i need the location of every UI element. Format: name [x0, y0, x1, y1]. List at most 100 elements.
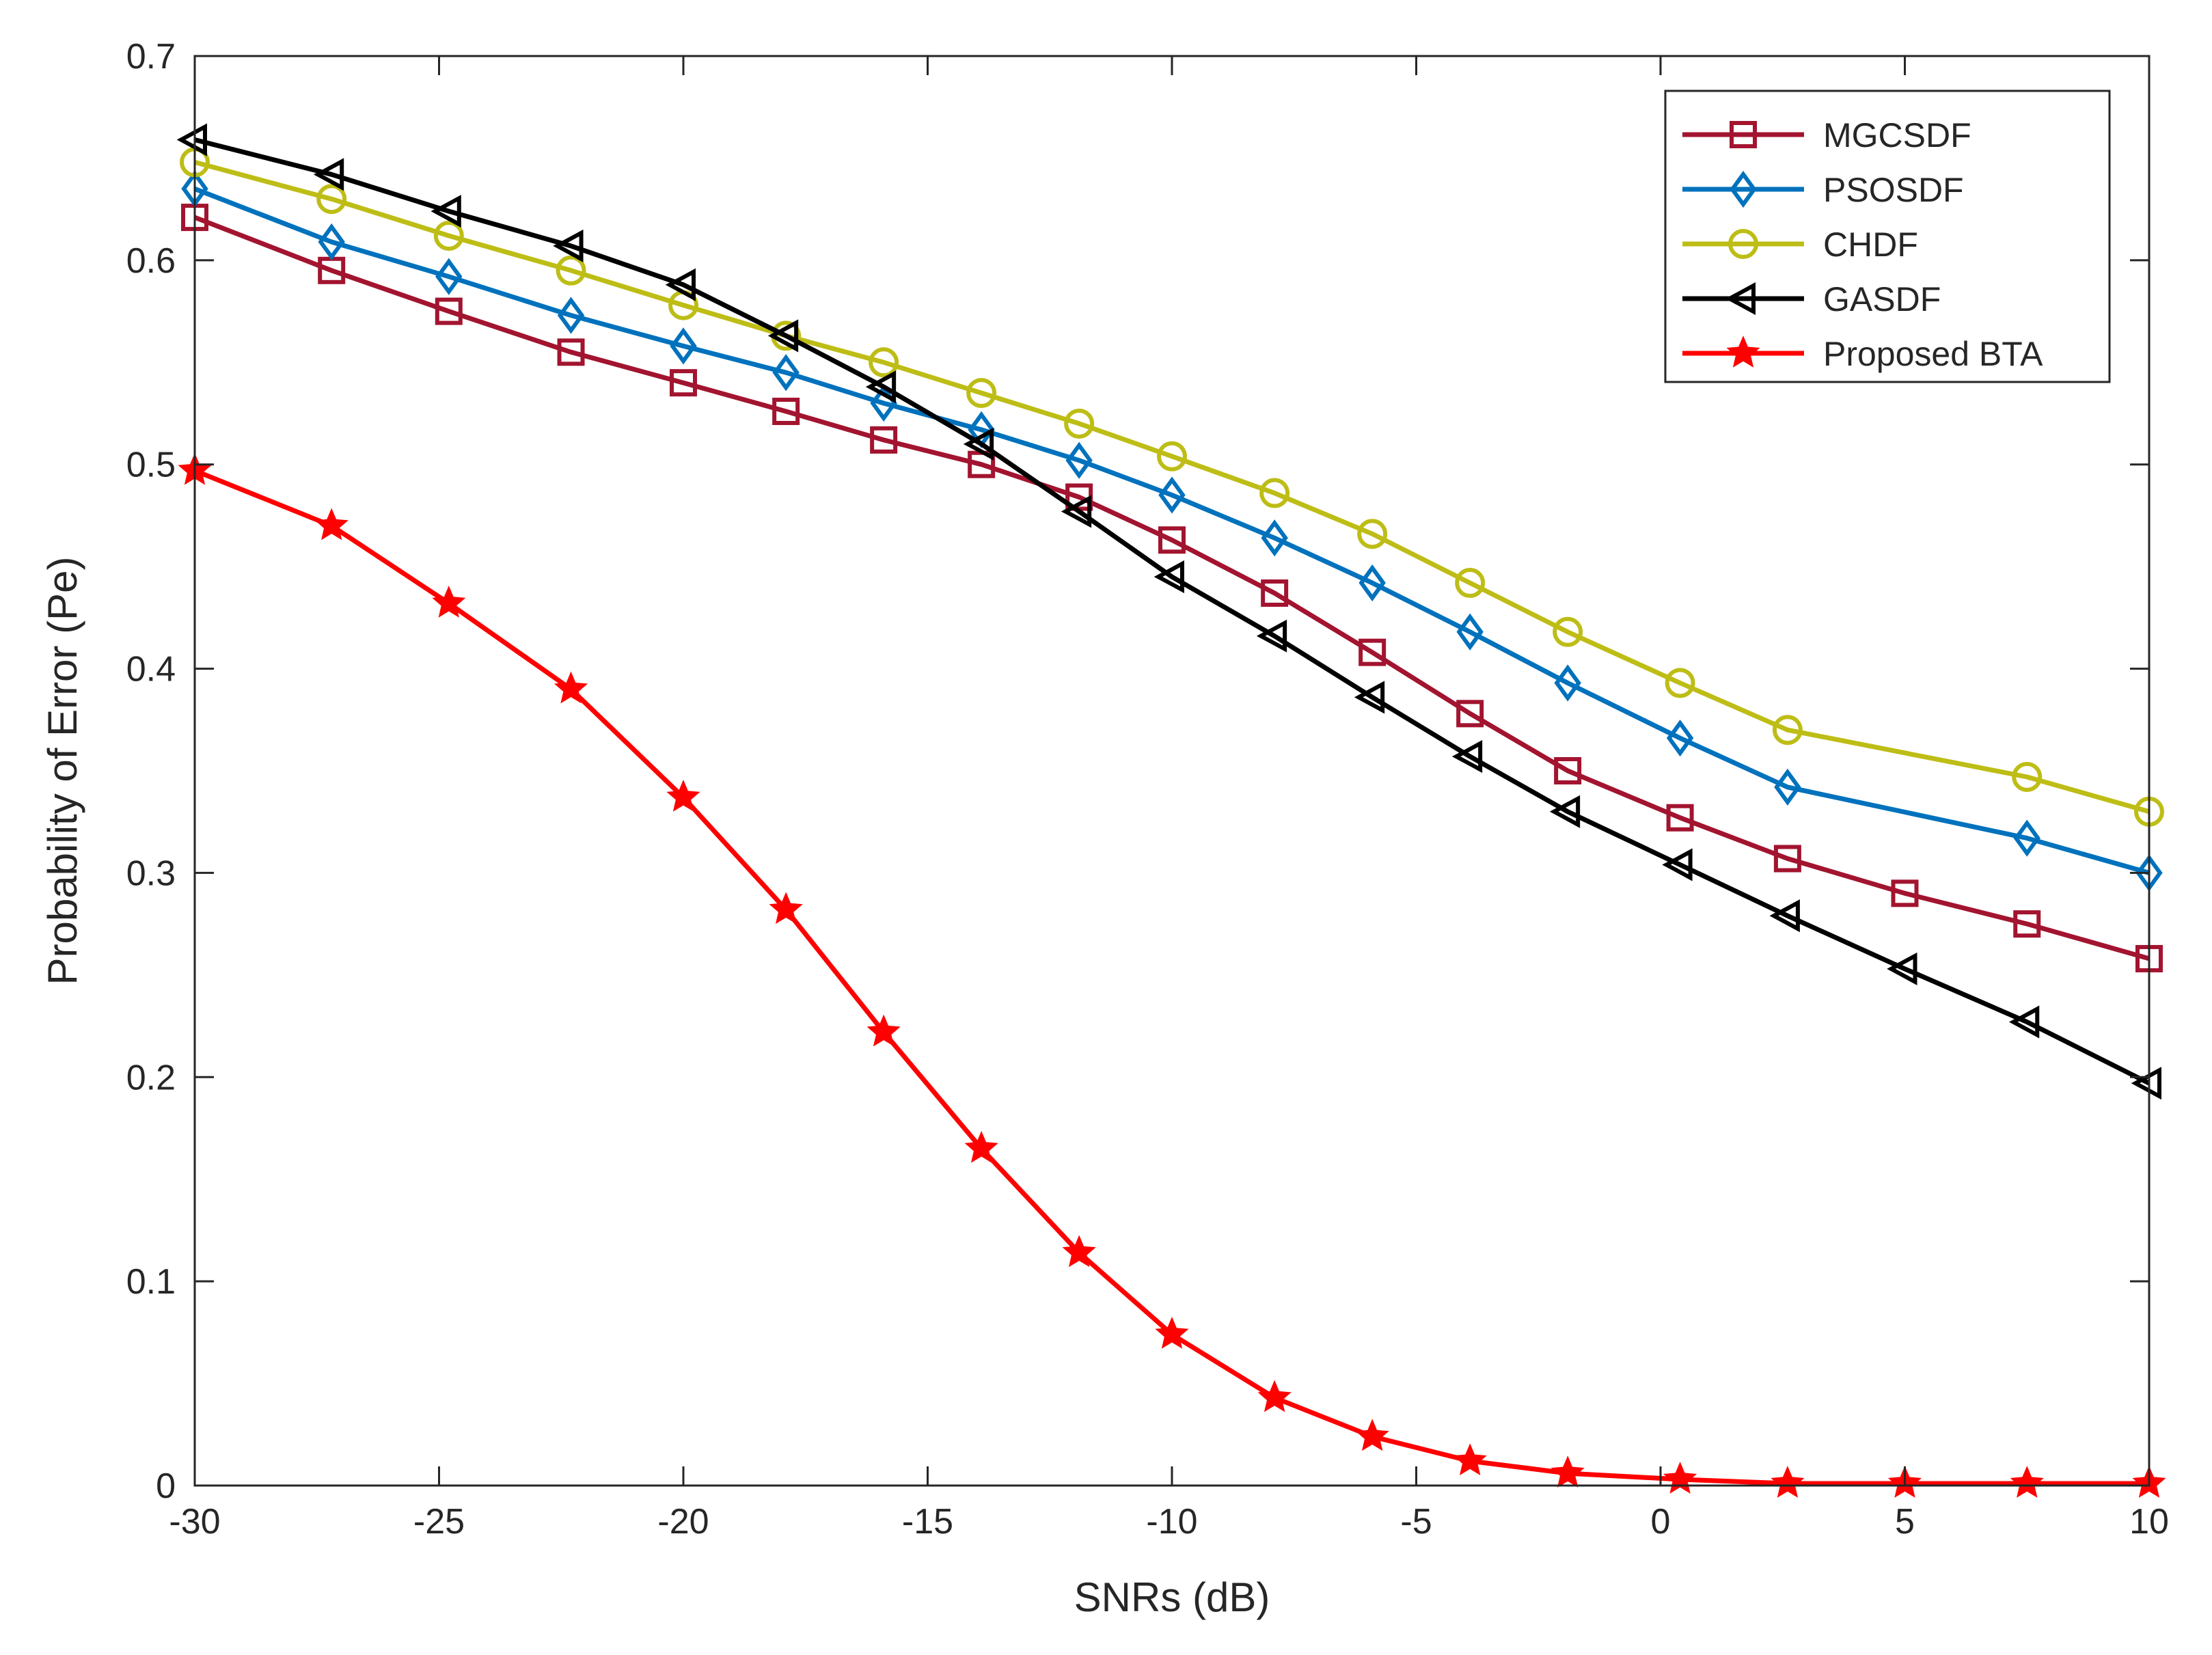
data-point-proposed-bta: [432, 586, 466, 618]
data-point-mgcsdf: [557, 338, 585, 366]
x-tick-label: 5: [1895, 1502, 1915, 1542]
data-point-gasdf: [865, 370, 897, 404]
series-mgcsdf: [181, 204, 2163, 972]
legend-marker-gasdf: [1725, 282, 1756, 316]
x-tick-label: 10: [2129, 1502, 2169, 1542]
data-point-gasdf: [767, 319, 799, 353]
legend-label-mgcsdf: MGCSDF: [1823, 116, 1971, 154]
data-point-mgcsdf: [2013, 910, 2041, 938]
data-point-psosdf: [1774, 768, 1801, 806]
legend-marker-psosdf: [1730, 170, 1757, 208]
data-point-gasdf: [1662, 848, 1693, 881]
data-point-gasdf: [1061, 495, 1092, 528]
legend-marker-mgcsdf: [1730, 121, 1757, 148]
x-tick-label: 0: [1651, 1502, 1671, 1542]
data-point-chdf: [966, 378, 997, 409]
series-proposed-bta: [178, 452, 2166, 1498]
data-point-proposed-bta: [866, 1014, 901, 1047]
data-point-psosdf: [435, 258, 463, 295]
x-tick-label: -25: [413, 1502, 465, 1542]
data-point-gasdf: [2008, 1005, 2040, 1039]
data-point-chdf: [1157, 441, 1187, 471]
data-point-psosdf: [557, 297, 585, 334]
legend-box: [1664, 90, 2111, 383]
series-gasdf: [176, 123, 2161, 1100]
legend-entry-gasdf: GASDF: [1682, 280, 1941, 318]
data-point-mgcsdf: [1554, 757, 1582, 784]
data-point-proposed-bta: [1771, 1466, 1805, 1498]
y-tick-label: 0.4: [126, 650, 176, 689]
data-point-chdf: [869, 347, 899, 378]
legend-entry-chdf: CHDF: [1682, 225, 1918, 264]
data-point-mgcsdf: [1891, 879, 1919, 907]
data-point-psosdf: [318, 223, 345, 261]
data-point-proposed-bta: [1062, 1235, 1096, 1268]
data-point-chdf: [1553, 616, 1583, 647]
data-point-chdf: [1665, 668, 1695, 698]
data-point-mgcsdf: [1261, 579, 1289, 607]
data-point-psosdf: [1158, 476, 1186, 514]
legend: MGCSDF PSOSDF CHDF GASDF Proposed BTA: [1664, 90, 2111, 383]
data-point-proposed-bta: [1551, 1455, 1585, 1488]
data-point-proposed-bta: [1155, 1316, 1189, 1349]
data-point-gasdf: [665, 268, 696, 301]
data-point-psosdf: [1456, 613, 1484, 651]
data-point-mgcsdf: [870, 426, 898, 454]
data-point-chdf: [1064, 408, 1095, 439]
legend-items: MGCSDF PSOSDF CHDF GASDF Proposed BTA: [1682, 116, 2043, 373]
data-point-proposed-bta: [769, 892, 803, 925]
series-chdf: [180, 147, 2164, 827]
data-point-psosdf: [2013, 819, 2040, 857]
data-point-proposed-bta: [1355, 1419, 1389, 1451]
series-line-chdf: [194, 160, 2150, 815]
data-point-gasdf: [313, 158, 344, 191]
data-point-psosdf: [1261, 519, 1288, 557]
data-point-proposed-bta: [666, 780, 700, 812]
data-point-psosdf: [1666, 720, 1694, 757]
data-point-chdf: [316, 184, 347, 215]
data-point-chdf: [433, 220, 464, 251]
legend-marker-chdf: [1728, 229, 1758, 259]
x-tick-label: -30: [169, 1502, 220, 1542]
data-point-gasdf: [553, 229, 584, 262]
legend-label-proposed-bta: Proposed BTA: [1823, 335, 2043, 373]
data-point-gasdf: [1549, 795, 1581, 828]
y-tick-label: 0.5: [126, 446, 176, 485]
y-tick-label: 0: [156, 1466, 176, 1506]
legend-entry-proposed-bta: Proposed BTA: [1682, 335, 2043, 373]
data-point-chdf: [1772, 715, 1803, 746]
x-tick-label: -5: [1400, 1502, 1432, 1542]
series-layer: [176, 123, 2166, 1498]
data-point-gasdf: [1769, 899, 1800, 933]
data-point-gasdf: [1887, 952, 1917, 985]
data-point-psosdf: [1358, 564, 1386, 602]
x-tick-label: -10: [1146, 1502, 1197, 1542]
data-point-chdf: [556, 255, 586, 286]
data-point-psosdf: [670, 327, 697, 365]
y-tick-label: 0.6: [126, 241, 176, 281]
data-point-proposed-bta: [554, 671, 588, 704]
legend-label-gasdf: GASDF: [1823, 280, 1941, 318]
data-point-chdf: [1455, 568, 1486, 599]
legend-entry-psosdf: PSOSDF: [1682, 170, 1964, 209]
x-tick-label: -20: [657, 1502, 709, 1542]
data-point-psosdf: [772, 354, 800, 392]
data-point-psosdf: [1065, 441, 1093, 479]
data-point-proposed-bta: [1453, 1443, 1487, 1476]
data-point-gasdf: [963, 427, 994, 461]
legend-marker-proposed-bta: [1726, 336, 1760, 368]
data-point-psosdf: [1554, 664, 1581, 702]
data-point-proposed-bta: [314, 508, 349, 541]
data-point-gasdf: [1451, 740, 1483, 774]
data-point-proposed-bta: [964, 1131, 998, 1163]
y-axis-label: Probability of Error (Pe): [40, 557, 85, 985]
data-point-mgcsdf: [1358, 638, 1387, 666]
y-tick-label: 0.3: [126, 853, 176, 893]
data-point-mgcsdf: [670, 369, 697, 397]
data-point-gasdf: [431, 195, 461, 228]
data-point-gasdf: [1256, 619, 1287, 653]
series-line-mgcsdf: [193, 215, 2150, 961]
x-axis-label: SNRs (dB): [1074, 1574, 1270, 1620]
series-line-gasdf: [194, 137, 2150, 1086]
